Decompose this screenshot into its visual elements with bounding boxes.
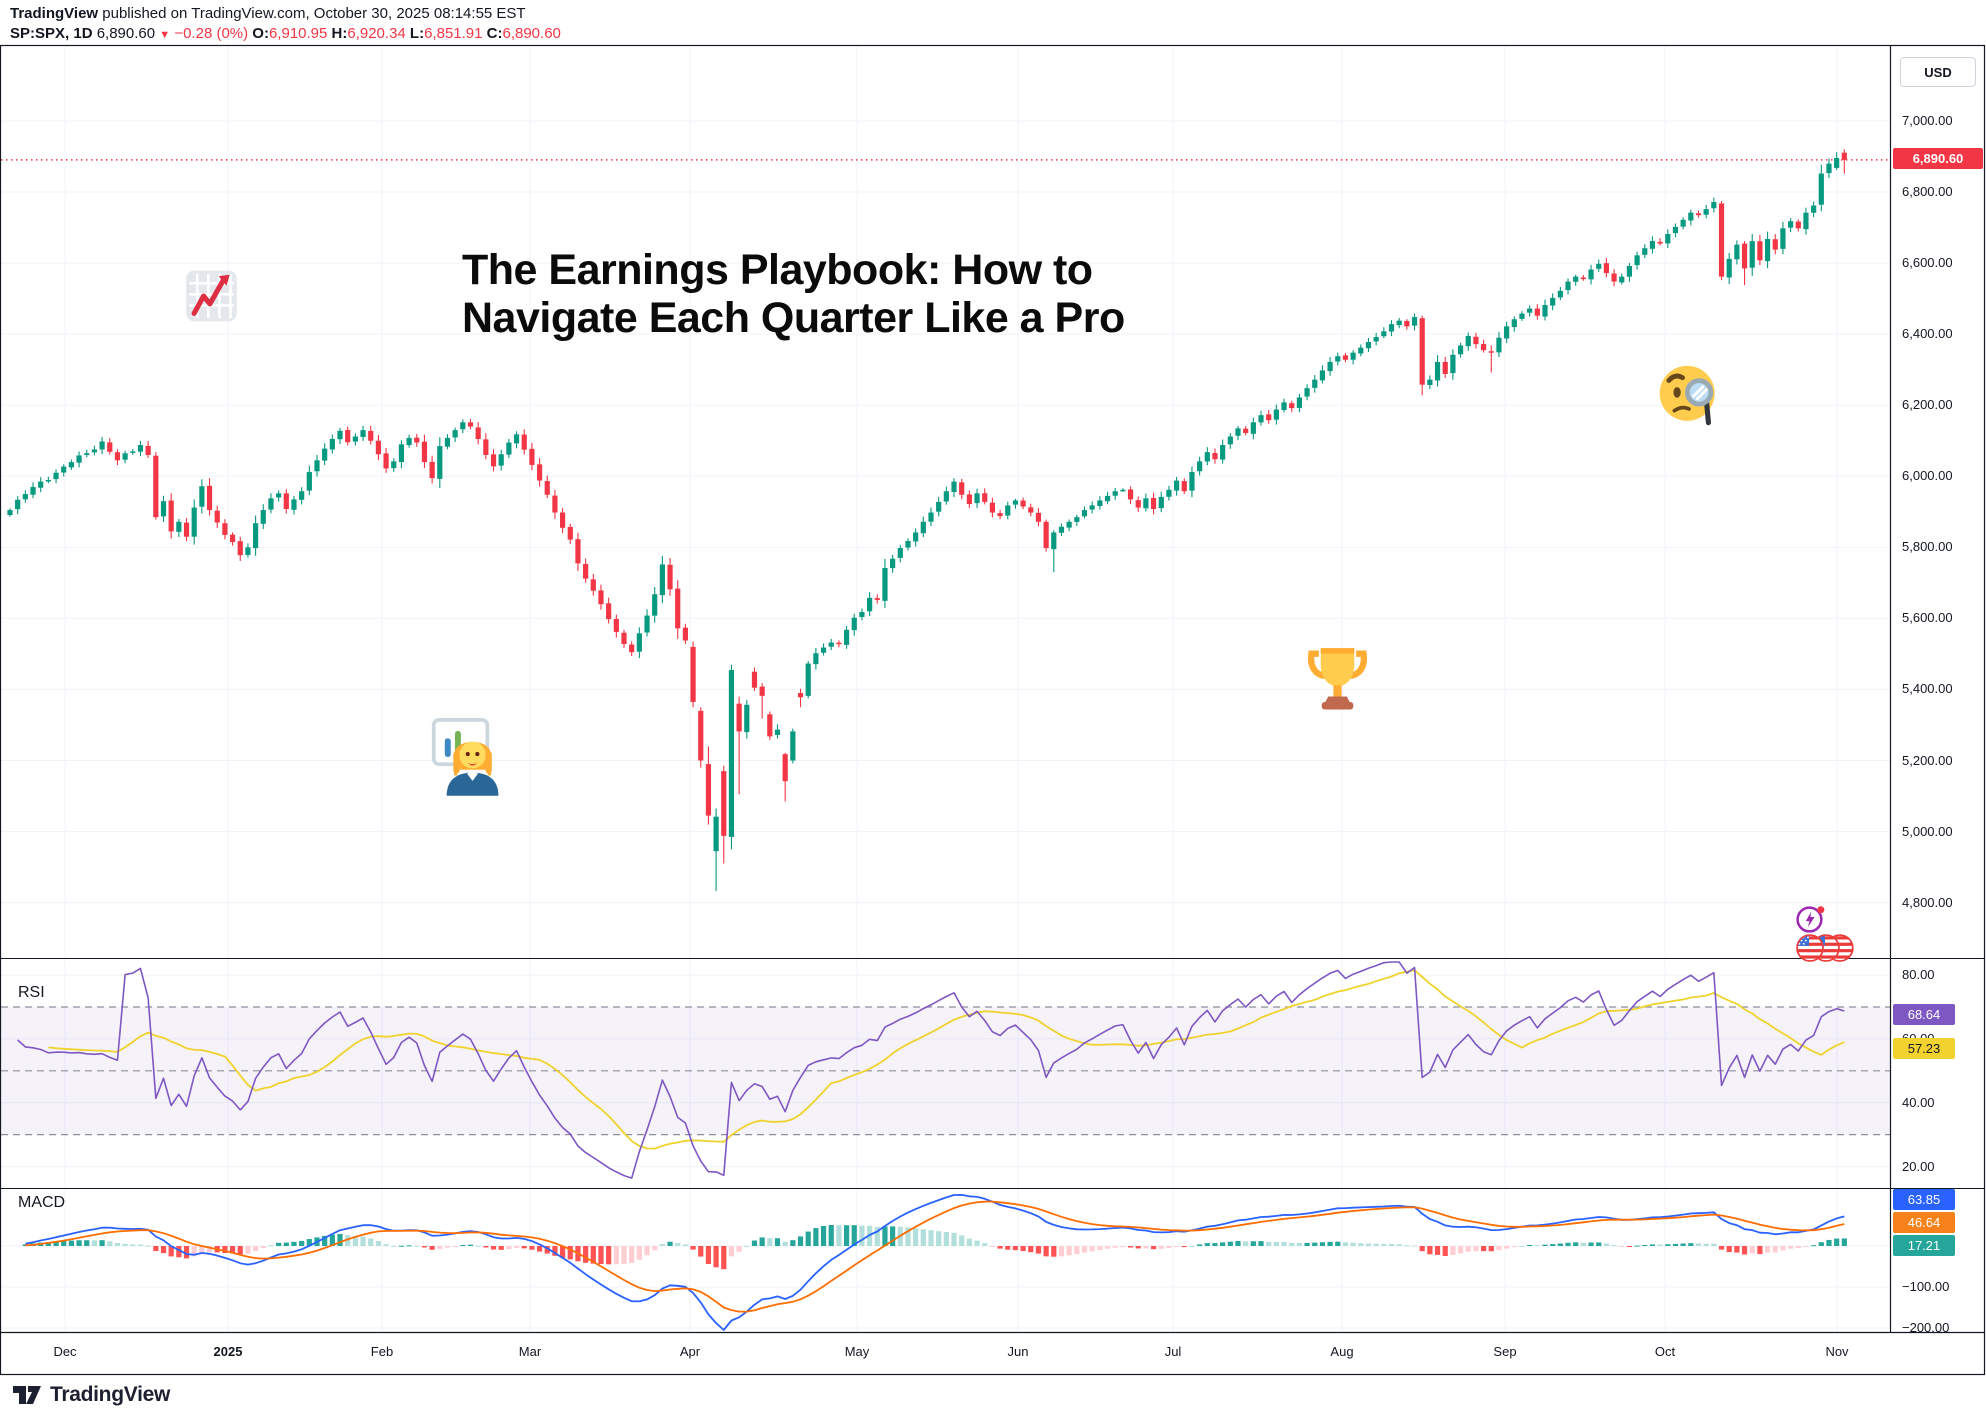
currency-button[interactable]: USD	[1900, 57, 1976, 87]
rsi-axis-label: 80.00	[1902, 967, 1935, 983]
time-axis-label-mar: Mar	[518, 1344, 542, 1359]
lightning-badge-icon	[1796, 906, 1825, 933]
price-axis-label: 5,800.00	[1902, 539, 1953, 555]
macd-signal-pill: 46.64	[1893, 1212, 1955, 1233]
rsi-pane-title: RSI	[18, 984, 45, 1001]
close-value: 6,890.60	[502, 25, 561, 42]
symbol-bar: SP:SPX, 1D 6,890.60 ▼ −0.28 (0%) O:6,910…	[10, 25, 561, 42]
macd-value-pill: 63.85	[1893, 1189, 1955, 1210]
time-axis-label-2025: 2025	[213, 1344, 243, 1359]
high-label: H:	[331, 25, 348, 42]
price-axis-label: 5,000.00	[1902, 823, 1953, 839]
price-axis-label: 5,400.00	[1902, 681, 1953, 697]
macd-histogram	[22, 1225, 1847, 1270]
woman-office-worker-emoji	[431, 718, 499, 796]
tradingview-logo-text: TradingView	[50, 1383, 171, 1406]
time-axis-label-nov: Nov	[1825, 1344, 1849, 1359]
down-arrow-icon: ▼	[159, 29, 171, 41]
time-axis-label-feb: Feb	[370, 1344, 394, 1359]
price-axis-label: 4,800.00	[1902, 894, 1953, 910]
price-axis-label: 5,600.00	[1902, 610, 1953, 626]
price-axis-label: 7,000.00	[1902, 113, 1953, 128]
high-value: 6,920.34	[347, 25, 406, 42]
title-line-1: The Earnings Playbook: How to	[462, 246, 1093, 294]
time-axis-label-may: May	[844, 1344, 870, 1359]
time-axis-label-oct: Oct	[1654, 1344, 1676, 1359]
time-axis-label-jul: Jul	[1164, 1344, 1182, 1359]
price-axis-label: 6,800.00	[1902, 184, 1953, 200]
title-line-2: Navigate Each Quarter Like a Pro	[462, 294, 1125, 343]
trophy-emoji	[1307, 648, 1368, 710]
macd-hist-pill: 17.21	[1893, 1235, 1955, 1256]
price-axis-label: 6,200.00	[1902, 397, 1953, 413]
macd-axis-label: −200.00	[1902, 1320, 1950, 1335]
candlestick-series	[7, 149, 1847, 891]
publish-header: TradingView published on TradingView.com…	[10, 5, 526, 22]
face-with-monocle-emoji	[1659, 365, 1715, 426]
low-value: 6,851.91	[424, 25, 483, 42]
time-axis-label-apr: Apr	[679, 1344, 701, 1359]
last-price-pill: 6,890.60	[1893, 148, 1983, 169]
rsi-axis-label: 20.00	[1902, 1158, 1935, 1174]
chart-increasing-emoji	[186, 270, 237, 322]
time-axis-label-dec: Dec	[53, 1344, 77, 1359]
macd-axis-label: −100.00	[1902, 1279, 1950, 1294]
price-change: −0.28 (0%)	[174, 25, 249, 42]
price-axis-label: 6,400.00	[1902, 326, 1953, 342]
open-label: O:	[252, 25, 269, 42]
price-axis-label: 6,000.00	[1902, 468, 1953, 484]
macd-pane-title: MACD	[18, 1194, 66, 1211]
symbol-name: SP:SPX, 1D	[10, 25, 93, 42]
price-axis-label: 5,200.00	[1902, 752, 1953, 768]
low-label: L:	[409, 25, 425, 42]
rsi-axis-label: 40.00	[1902, 1094, 1935, 1110]
tradingview-logo-icon	[13, 1386, 41, 1404]
publish-info: published on TradingView.com, October 30…	[98, 5, 526, 22]
flag-badges-icon	[1796, 934, 1854, 962]
rsi-value-pill: 68.64	[1893, 1004, 1955, 1025]
time-axis-label-jun: Jun	[1007, 1344, 1029, 1359]
tradingview-logo[interactable]: TradingView	[12, 1383, 170, 1407]
price-axis-label: 6,600.00	[1902, 255, 1953, 271]
time-axis-label-sep: Sep	[1493, 1344, 1517, 1359]
last-price: 6,890.60	[96, 25, 156, 42]
open-value: 6,910.95	[268, 25, 328, 42]
rsi-ma-value-pill: 57.23	[1893, 1038, 1955, 1059]
chart-overlay-title: The Earnings Playbook: How to Navigate E…	[462, 246, 1125, 342]
brand-name: TradingView	[10, 5, 99, 22]
close-label: C:	[486, 25, 503, 42]
time-axis-label-aug: Aug	[1330, 1344, 1354, 1359]
